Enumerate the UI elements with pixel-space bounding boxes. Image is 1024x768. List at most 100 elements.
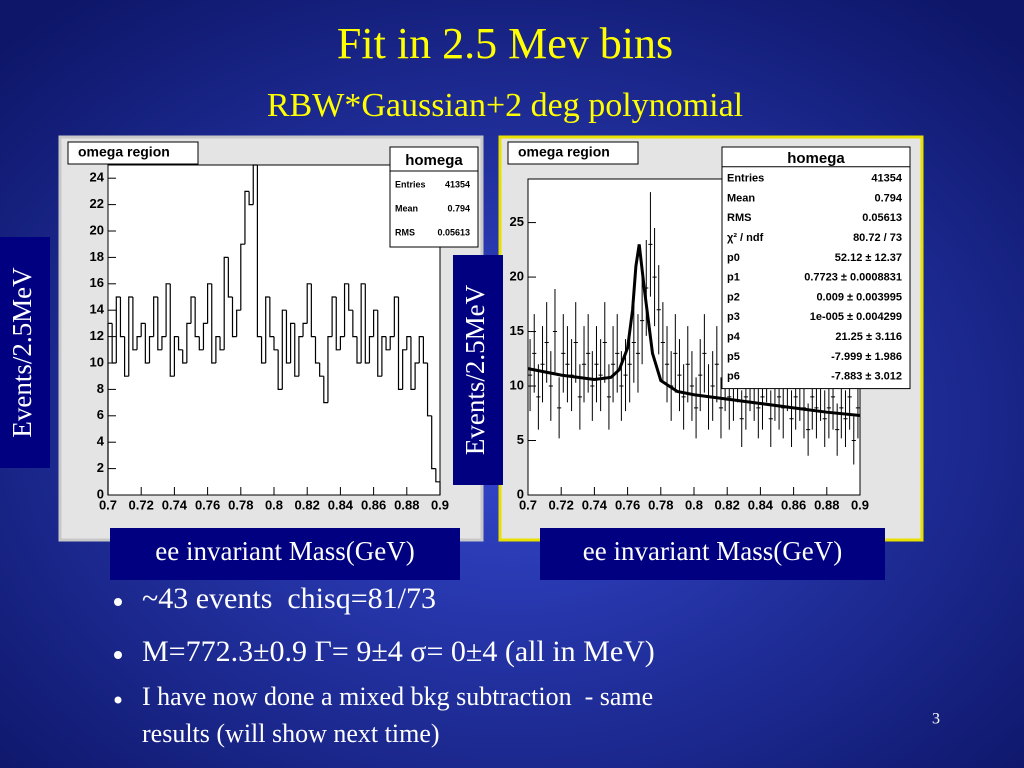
- y-tick-label: 0: [97, 486, 104, 501]
- x-tick-label: 0.76: [615, 497, 640, 512]
- y-tick-label: 14: [90, 302, 105, 317]
- bin: [294, 323, 299, 377]
- bin: [393, 296, 399, 337]
- stats-box: [721, 146, 911, 390]
- bin-error: [652, 228, 657, 327]
- bin: [215, 336, 221, 363]
- bin: [373, 309, 378, 337]
- stats-label: p2: [727, 291, 740, 303]
- fit-curve: [527, 244, 861, 417]
- bin-error: [565, 326, 570, 403]
- bin: [414, 362, 420, 390]
- bin-error: [681, 364, 686, 430]
- y-tick-label: 6: [97, 407, 104, 422]
- y-axis-label: Events/2.5MeV: [460, 284, 490, 455]
- bin-error: [602, 302, 607, 383]
- bin-error: [561, 314, 566, 393]
- stats-value: 0.05613: [862, 212, 902, 224]
- stats-title: homega: [405, 152, 463, 169]
- bin: [161, 336, 167, 350]
- bin-error: [611, 326, 616, 403]
- plot-area: [107, 164, 441, 496]
- bin: [418, 336, 424, 363]
- stats-value: 21.25 ± 3.116: [835, 331, 902, 343]
- bin-error: [581, 326, 587, 403]
- bin: [323, 376, 328, 404]
- bin: [290, 322, 295, 363]
- bin-error: [689, 351, 694, 421]
- x-label-box: [110, 528, 460, 580]
- bin: [202, 322, 208, 350]
- x-tick-label: 0.8: [685, 497, 703, 512]
- bin: [410, 336, 416, 390]
- bin-error: [648, 192, 653, 297]
- bin-error: [640, 277, 645, 365]
- bin-error: [677, 339, 682, 412]
- bin: [385, 336, 391, 351]
- y-tick-label: 8: [97, 381, 104, 396]
- stats-value: 80.72 / 73: [853, 232, 902, 244]
- bin: [124, 336, 129, 377]
- bin: [219, 336, 225, 351]
- x-tick-label: 0.9: [431, 497, 449, 512]
- bin-error: [557, 377, 562, 439]
- bin-error: [577, 364, 582, 430]
- bin: [426, 363, 432, 417]
- bin: [335, 297, 341, 351]
- y-tick-label: 10: [90, 354, 104, 369]
- bin: [136, 336, 142, 350]
- bin-error: [698, 339, 703, 412]
- bin-error: [806, 403, 811, 456]
- bin: [397, 297, 403, 390]
- bin: [377, 310, 382, 377]
- bin-error: [573, 302, 578, 383]
- x-axis-label: ee invariant Mass(GeV): [155, 536, 414, 566]
- bin: [389, 336, 395, 350]
- bin: [339, 336, 345, 350]
- stats-box: [389, 146, 479, 248]
- bin: [190, 296, 196, 324]
- bin-error: [532, 314, 537, 393]
- y-tick-label: 2: [97, 460, 104, 475]
- y-tick-label: 25: [510, 214, 524, 229]
- bin: [132, 297, 138, 351]
- x-tick-label: 0.88: [814, 497, 839, 512]
- stats-label: p4: [727, 331, 741, 343]
- chart-title: omega region: [78, 144, 170, 160]
- x-tick-label: 0.78: [228, 497, 253, 512]
- bin: [182, 349, 187, 364]
- title-box: [507, 141, 639, 165]
- bin-error: [718, 377, 724, 439]
- bin-error: [544, 302, 549, 383]
- page-number: 3: [932, 711, 940, 728]
- x-tick-label: 0.9: [851, 497, 869, 512]
- bin: [281, 309, 287, 390]
- bin-error: [631, 302, 636, 383]
- bin: [422, 336, 428, 364]
- title-box: [67, 141, 199, 165]
- y-tick-label: 22: [90, 196, 104, 211]
- bin-error: [851, 416, 856, 465]
- x-tick-label: 0.86: [781, 497, 806, 512]
- bin: [231, 297, 237, 338]
- bin: [298, 336, 304, 377]
- stats-label: Mean: [395, 203, 418, 213]
- bullet: results (will show next time): [142, 719, 440, 748]
- bin: [223, 256, 229, 350]
- bin-error: [822, 390, 827, 448]
- stats-label: Entries: [395, 179, 426, 189]
- bin: [227, 257, 233, 298]
- stats-label: p3: [727, 311, 740, 323]
- bin: [327, 336, 333, 403]
- x-tick-label: 0.76: [195, 497, 220, 512]
- bin-error: [598, 339, 603, 412]
- bin: [435, 468, 441, 495]
- bin-error: [590, 351, 595, 421]
- bin: [352, 310, 357, 338]
- stats-title: homega: [787, 150, 845, 167]
- bin: [169, 283, 175, 377]
- stats-label: p5: [727, 351, 740, 363]
- bin-error: [694, 377, 699, 439]
- bin-error: [540, 326, 545, 403]
